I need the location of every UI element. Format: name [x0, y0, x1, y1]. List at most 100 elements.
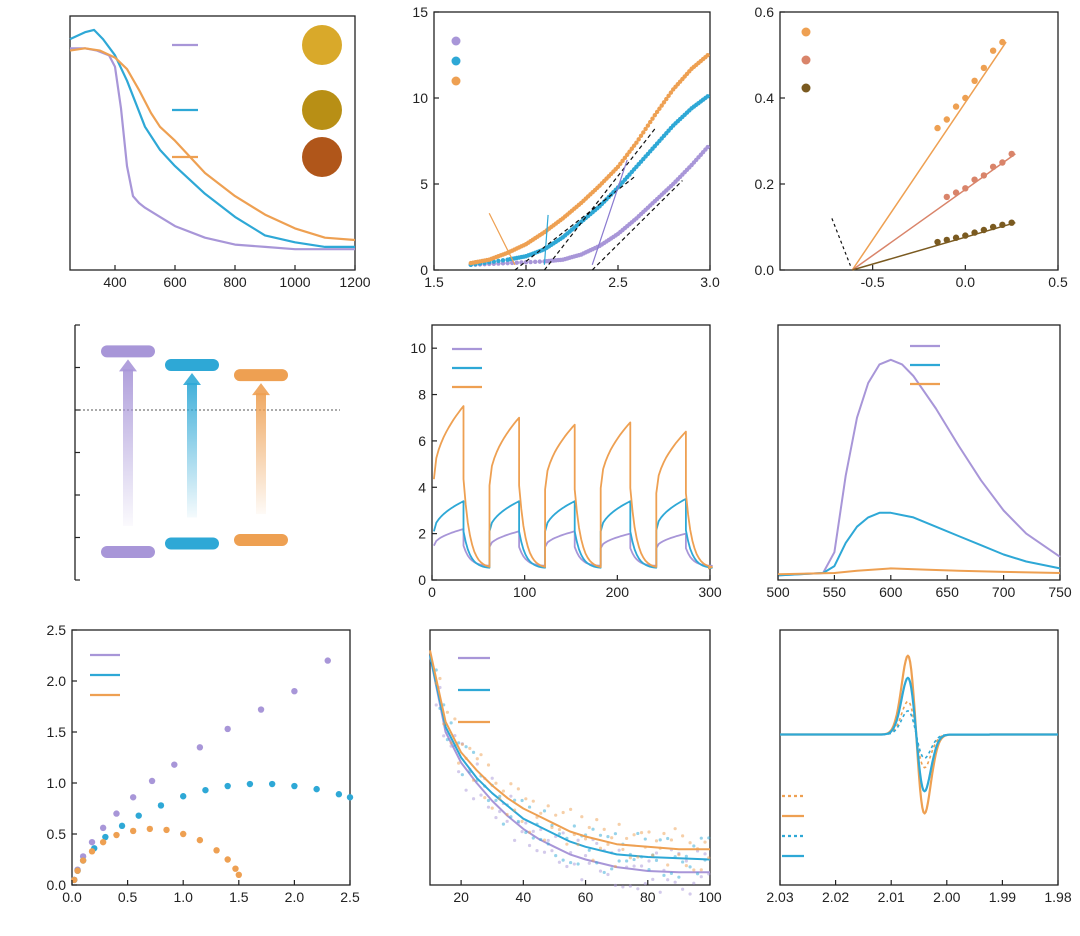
panel-e-series-2 — [433, 405, 713, 570]
panel-d-arrow-head-0 — [119, 359, 137, 372]
panel-b-arrow-line — [591, 159, 628, 266]
panel-h-point — [546, 804, 550, 808]
panel-h-point — [554, 813, 558, 817]
panel-c-y-tick-label: 0.2 — [755, 176, 775, 192]
panel-h-point — [569, 807, 573, 812]
panel-h-point — [479, 793, 483, 797]
panel-b-point — [705, 53, 710, 58]
panel-h-point — [647, 859, 651, 863]
panel-h-point — [658, 838, 662, 842]
panel-b-point — [500, 258, 506, 263]
panel-h-point — [576, 842, 580, 847]
panel-f-x-tick-label: 600 — [879, 584, 903, 600]
panel-a-powder-sample-1 — [302, 90, 342, 130]
panel-c-point — [943, 116, 950, 123]
panel-h-point — [535, 849, 539, 853]
panel-i-x-tick-label: 2.02 — [822, 889, 849, 905]
panel-f-series-1 — [777, 511, 1061, 577]
panel-f-x-tick-label: 550 — [823, 584, 847, 600]
panel-g-x-tick-label: 2.5 — [340, 889, 360, 905]
panel-h-point — [479, 753, 483, 757]
panel-g-point — [88, 848, 96, 855]
panel-h-point — [520, 830, 524, 834]
panel-c-frame — [779, 11, 1059, 271]
panel-b-point — [618, 161, 623, 166]
panel-h-point — [445, 710, 450, 714]
panel-b-y-tick-label: 5 — [420, 176, 428, 192]
panel-g-point — [224, 856, 231, 863]
panel-c-y-tick-label: 0.6 — [755, 4, 775, 20]
panel-c-x-tick-label: -0.5 — [861, 274, 885, 290]
panel-g-y-tick-label: 0.5 — [47, 826, 67, 842]
panel-c-point — [999, 159, 1006, 166]
panel-a-series-1 — [69, 28, 355, 248]
panel-f-frame — [777, 324, 1061, 581]
panel-h-point — [695, 872, 700, 876]
panel-e-y-tick-label: 8 — [418, 387, 426, 403]
panel-c-legend-1-marker — [801, 55, 811, 65]
panel-b-point — [500, 261, 506, 266]
panel-g-y-tick-label: 0.0 — [47, 877, 67, 893]
panel-h-point — [636, 831, 640, 836]
panel-d-arrow-head-1 — [183, 372, 201, 385]
panel-h-point — [666, 878, 670, 882]
panel-f-x-tick-label: 500 — [766, 584, 790, 600]
panel-e-x-tick-label: 0 — [428, 584, 436, 600]
panel-h-point — [681, 887, 685, 891]
panel-h-point — [692, 881, 696, 885]
panel-h-point — [438, 676, 442, 681]
panel-h-point — [643, 837, 647, 841]
panel-b-point — [659, 103, 664, 108]
panel-b-legend-1-marker — [451, 56, 461, 66]
panel-b-point — [622, 155, 628, 160]
panel-h-point — [598, 833, 603, 837]
panel-a-powder-sample-2 — [302, 137, 342, 177]
panel-g-point — [180, 830, 187, 838]
panel-d-excitation-arrow-2 — [256, 393, 266, 515]
panel-a-series-2 — [69, 47, 356, 242]
panel-h-point — [527, 830, 532, 834]
panel-h-point — [572, 824, 576, 828]
panel-f-x-tick-label: 700 — [992, 584, 1016, 600]
panel-e-x-tick-label: 100 — [513, 584, 537, 600]
panel-g-point — [171, 761, 178, 768]
panel-c-point — [989, 223, 997, 231]
panel-h-point — [613, 864, 618, 869]
panel-c-point — [943, 193, 950, 201]
panel-h-point — [654, 858, 659, 863]
panel-h-point — [613, 832, 618, 836]
panel-h-point — [673, 827, 677, 831]
panel-h-point — [636, 887, 640, 891]
panel-h-point — [651, 877, 655, 881]
panel-h-point — [527, 843, 532, 848]
panel-h-point — [591, 827, 595, 831]
panel-b-point — [625, 152, 630, 157]
panel-e-x-tick-label: 300 — [698, 584, 722, 600]
panel-b-point — [705, 144, 710, 150]
panel-b-point — [666, 93, 671, 99]
panel-h-point — [471, 750, 476, 754]
panel-i-frame — [779, 629, 1059, 886]
panel-h-point — [550, 825, 554, 830]
panel-h-point — [699, 836, 703, 840]
panel-b-point — [620, 158, 625, 163]
panel-h-point — [486, 805, 491, 809]
panel-h-point — [442, 722, 446, 726]
panel-h-point — [654, 839, 659, 843]
panel-c-point — [962, 232, 969, 239]
panel-g-point — [99, 838, 107, 846]
panel-h-point — [662, 831, 666, 836]
panel-b-y-tick-label: 10 — [412, 90, 428, 106]
panel-c-point — [943, 236, 950, 244]
panel-b-x-tick-label: 1.5 — [424, 274, 444, 290]
panel-c-x-tick-label: 0.5 — [1048, 274, 1068, 290]
panel-b-tangent-line-1 — [543, 128, 656, 271]
panel-b-point — [514, 260, 519, 265]
panel-c-point — [999, 221, 1006, 229]
panel-d-cb-bar-0 — [101, 345, 155, 358]
panel-b-point — [648, 119, 653, 125]
panel-b-point — [654, 109, 660, 115]
panel-h-point — [602, 827, 606, 831]
panel-h-point — [639, 830, 644, 835]
panel-h-point — [583, 837, 588, 841]
